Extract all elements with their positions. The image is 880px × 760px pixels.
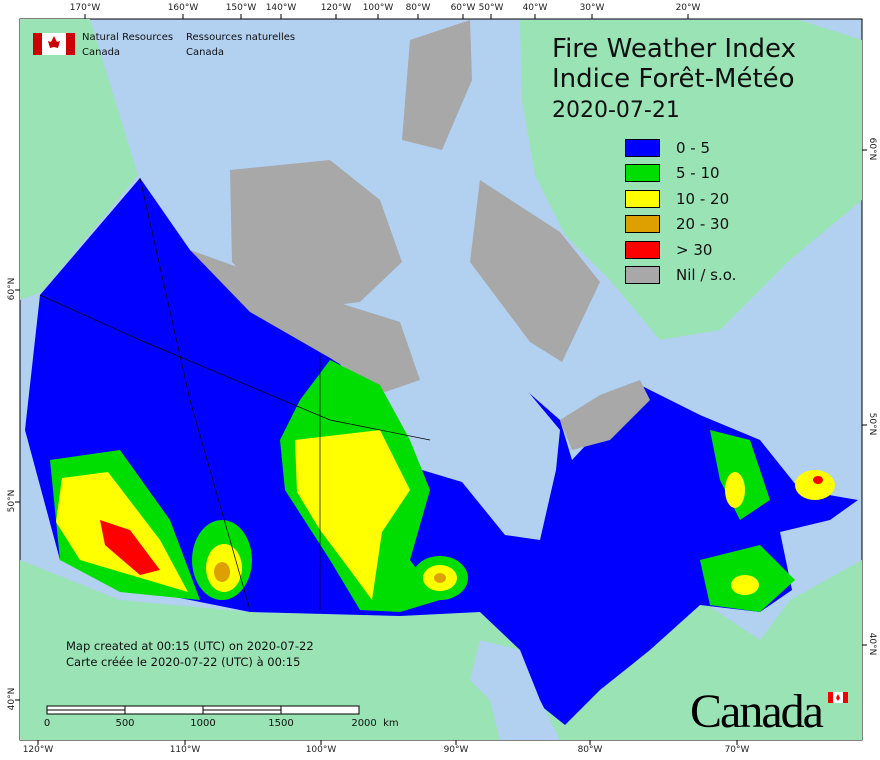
tick-label-bottom: 100°W [305,745,337,755]
tick-label-top: 100°W [362,3,394,13]
tick-label-bottom: 90°W [443,745,469,755]
canada-wordmark: Canada [690,685,824,738]
tick-label-top: 30°W [579,3,605,13]
tick-label-bottom: 110°W [169,745,201,755]
ungava-nil [560,380,650,450]
legend-item: 10 - 20 [625,186,736,212]
agency-fr: Ressources naturelles [186,32,296,43]
creation-note-en: Map created at 00:15 (UTC) on 2020-07-22 [66,639,314,653]
ellesmere-nil [402,20,472,150]
agency-en-country: Canada [82,47,121,58]
great-lakes [470,640,560,740]
legend-swatch [625,240,660,259]
legend-swatch [625,266,660,285]
legend-label: 20 - 30 [676,215,730,234]
agency-fr-country: Canada [186,47,225,58]
tick-label-right: 40°N [867,632,877,656]
agency-en: Natural Resources [82,32,174,43]
creation-note: Map created at 00:15 (UTC) on 2020-07-22… [66,638,314,670]
greenland [520,20,862,340]
tick-label-bottom: 120°W [22,745,54,755]
prairie-10-20 [295,430,410,600]
legend-label: Nil / s.o. [676,266,737,285]
tick-label-bottom: 80°W [577,745,603,755]
legend-item: Nil / s.o. [625,263,736,289]
tick-label-left: 40°N [7,687,17,711]
maritimes-10-20 [731,575,759,595]
alaska [20,19,138,300]
title-fr: Indice Forêt-Météo [552,64,795,94]
scale-label: 500 [115,718,135,729]
tick-label-bottom: 70°W [724,745,750,755]
map-date: 2020-07-21 [552,98,680,123]
scale-label: 1500 [268,718,294,729]
legend-swatch [625,138,660,157]
legend-item: 0 - 5 [625,135,736,161]
baffin-nil [470,180,600,362]
legend-item: 20 - 30 [625,212,736,238]
hudson-bay [385,352,560,540]
legend-swatch [625,215,660,234]
legend-swatch [625,189,660,208]
scale-label: 1000 [190,718,216,729]
tick-label-right: 50°N [867,412,877,436]
tick-label-top: 120°W [320,3,352,13]
arctic-tundra-nil [190,250,420,392]
legend-label: 5 - 10 [676,164,720,183]
canada-flag-icon [33,33,75,55]
scale-bar [46,705,360,715]
legend: 0 - 5 5 - 10 10 - 20 20 - 30 > 30 Nil / s.o. [625,135,736,288]
tick-label-left: 50°N [7,489,17,513]
legend-item: 5 - 10 [625,161,736,187]
quebec-east-10-20 [725,472,745,508]
creation-note-fr: Carte créée le 2020-07-22 (UTC) à 00:15 [66,655,301,669]
tick-label-left: 60°N [7,277,17,301]
tick-label-top: 20°W [675,3,701,13]
alberta-20-30 [214,562,230,582]
tick-label-top: 160°W [167,3,199,13]
newfoundland-30 [813,476,823,484]
legend-item: > 30 [625,237,736,263]
tick-label-top: 50°W [478,3,504,13]
scale-label: 2000 km [351,718,399,729]
ontario-20-30 [434,573,446,583]
legend-label: 10 - 20 [676,189,730,208]
tick-label-top: 40°W [522,3,548,13]
legend-label: > 30 [676,240,713,259]
tick-label-top: 60°W [450,3,476,13]
provincial-borders [139,177,251,611]
tick-label-top: 150°W [225,3,257,13]
legend-swatch [625,164,660,183]
scale-label: 0 [43,718,51,729]
wordmark-flag-icon [828,692,848,703]
bc-30 [100,520,160,575]
tick-label-top: 170°W [69,3,101,13]
legend-label: 0 - 5 [676,138,711,157]
tick-label-right: 60°N [867,137,877,161]
tick-label-top: 140°W [265,3,297,13]
newfoundland-10-20 [795,470,835,500]
usa [20,560,862,740]
title-en: Fire Weather Index [552,34,796,64]
provincial-borders [39,294,431,441]
tick-label-top: 80°W [405,3,431,13]
graticule-ticks [15,14,867,745]
victoria-island-nil [230,160,402,312]
